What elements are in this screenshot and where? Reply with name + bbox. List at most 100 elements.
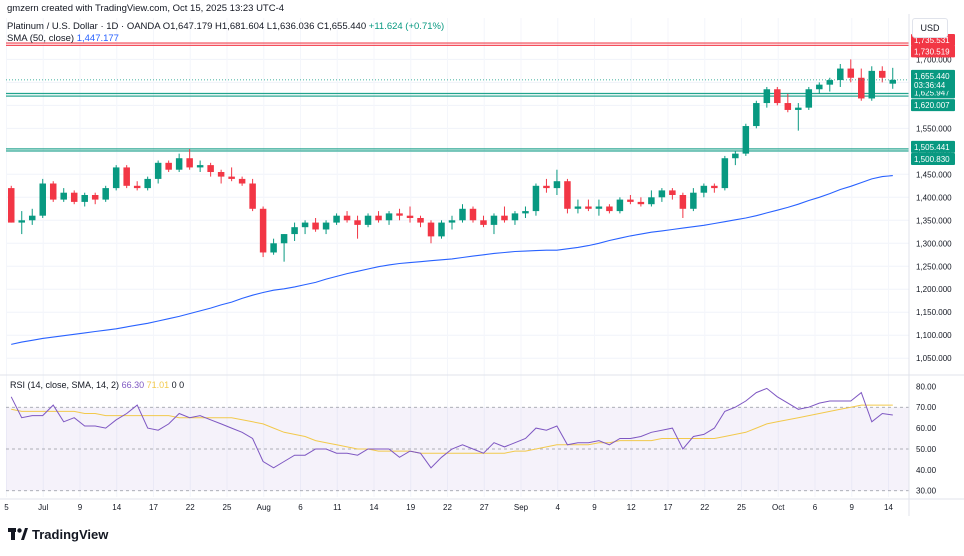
candle[interactable] xyxy=(438,220,445,239)
candle[interactable] xyxy=(385,211,393,225)
rsi-sma-line[interactable] xyxy=(11,404,893,454)
candle[interactable] xyxy=(186,149,193,170)
candle[interactable] xyxy=(889,67,897,89)
candle[interactable] xyxy=(858,68,865,101)
candle[interactable] xyxy=(574,199,582,214)
candle[interactable] xyxy=(595,199,603,216)
candle[interactable] xyxy=(28,208,36,225)
candle[interactable] xyxy=(711,183,718,193)
candle[interactable] xyxy=(333,213,340,225)
candle[interactable] xyxy=(238,176,246,186)
candle[interactable] xyxy=(196,160,204,173)
candle[interactable] xyxy=(396,208,403,221)
candle[interactable] xyxy=(144,176,151,191)
candle[interactable] xyxy=(354,215,361,239)
candle[interactable] xyxy=(259,206,267,258)
candle[interactable] xyxy=(301,220,309,235)
tradingview-logo[interactable]: TradingView xyxy=(8,527,108,542)
rsi-legend[interactable]: RSI (14, close, SMA, 14, 2) 66.30 71.01 … xyxy=(10,380,184,390)
candle[interactable] xyxy=(658,188,666,202)
candle[interactable] xyxy=(7,185,15,223)
candle[interactable] xyxy=(322,220,330,235)
candle[interactable] xyxy=(732,151,739,166)
candle[interactable] xyxy=(280,234,288,262)
candle[interactable] xyxy=(406,206,414,223)
candle[interactable] xyxy=(49,181,57,202)
price-tick-label: 1,450.000 xyxy=(916,170,952,179)
symbol-name[interactable]: Platinum / U.S. Dollar · 1D · OANDA xyxy=(7,21,161,32)
candle[interactable] xyxy=(543,178,550,193)
candles[interactable] xyxy=(7,59,897,262)
sma-50-line[interactable] xyxy=(11,175,893,345)
candle[interactable] xyxy=(669,188,676,200)
rsi-line[interactable] xyxy=(10,387,893,469)
candle[interactable] xyxy=(501,206,508,223)
candle[interactable] xyxy=(753,100,760,129)
candle[interactable] xyxy=(102,185,109,202)
candle[interactable] xyxy=(417,215,424,228)
candle[interactable] xyxy=(837,63,844,87)
candle[interactable] xyxy=(91,192,99,205)
candle[interactable] xyxy=(532,183,540,216)
candle[interactable] xyxy=(826,77,834,92)
candle[interactable] xyxy=(522,206,529,218)
candle[interactable] xyxy=(795,103,802,131)
candle-body xyxy=(301,222,309,228)
candle[interactable] xyxy=(868,66,876,101)
candle[interactable] xyxy=(343,211,351,223)
candle[interactable] xyxy=(291,222,298,241)
candle[interactable] xyxy=(60,188,67,202)
candle[interactable] xyxy=(606,204,613,214)
candle[interactable] xyxy=(490,213,498,235)
horizontal-levels[interactable] xyxy=(6,42,909,152)
candle[interactable] xyxy=(742,123,750,156)
candle[interactable] xyxy=(165,160,172,173)
candle[interactable] xyxy=(270,238,277,255)
candle[interactable] xyxy=(679,192,687,218)
candle[interactable] xyxy=(123,165,130,189)
candle[interactable] xyxy=(637,197,645,207)
candle[interactable] xyxy=(585,199,592,212)
candle[interactable] xyxy=(81,192,88,207)
candle[interactable] xyxy=(133,181,141,191)
candle[interactable] xyxy=(364,213,372,228)
candle-body xyxy=(700,185,708,193)
candle[interactable] xyxy=(480,215,487,228)
candle[interactable] xyxy=(175,153,183,173)
candle[interactable] xyxy=(154,160,162,184)
candle[interactable] xyxy=(448,215,456,230)
candle-body xyxy=(270,243,277,253)
candle[interactable] xyxy=(564,178,571,214)
candle[interactable] xyxy=(249,178,256,212)
candle[interactable] xyxy=(774,86,781,106)
candle[interactable] xyxy=(700,183,708,198)
candle[interactable] xyxy=(70,190,78,205)
candle[interactable] xyxy=(39,178,46,218)
sma-line xyxy=(11,175,893,345)
currency-button[interactable]: USD xyxy=(912,18,948,38)
candle[interactable] xyxy=(217,169,225,184)
candle[interactable] xyxy=(228,167,235,182)
sma-legend[interactable]: SMA (50, close) 1,447.177 xyxy=(7,33,119,44)
candle[interactable] xyxy=(427,220,435,244)
candle[interactable] xyxy=(469,206,477,223)
candle[interactable] xyxy=(207,162,214,177)
candle[interactable] xyxy=(511,211,519,225)
candle[interactable] xyxy=(763,86,771,108)
candle[interactable] xyxy=(805,86,813,110)
candle[interactable] xyxy=(816,82,823,94)
candle[interactable] xyxy=(375,211,382,223)
candle[interactable] xyxy=(847,59,855,83)
candle[interactable] xyxy=(721,155,729,191)
candle[interactable] xyxy=(648,190,655,207)
candle[interactable] xyxy=(112,165,120,191)
candle[interactable] xyxy=(690,188,697,212)
candle[interactable] xyxy=(459,204,466,223)
candle[interactable] xyxy=(784,93,792,113)
candle[interactable] xyxy=(18,211,25,235)
candle[interactable] xyxy=(616,197,624,214)
candle[interactable] xyxy=(312,217,319,232)
candle[interactable] xyxy=(627,195,634,205)
candle[interactable] xyxy=(553,169,561,195)
